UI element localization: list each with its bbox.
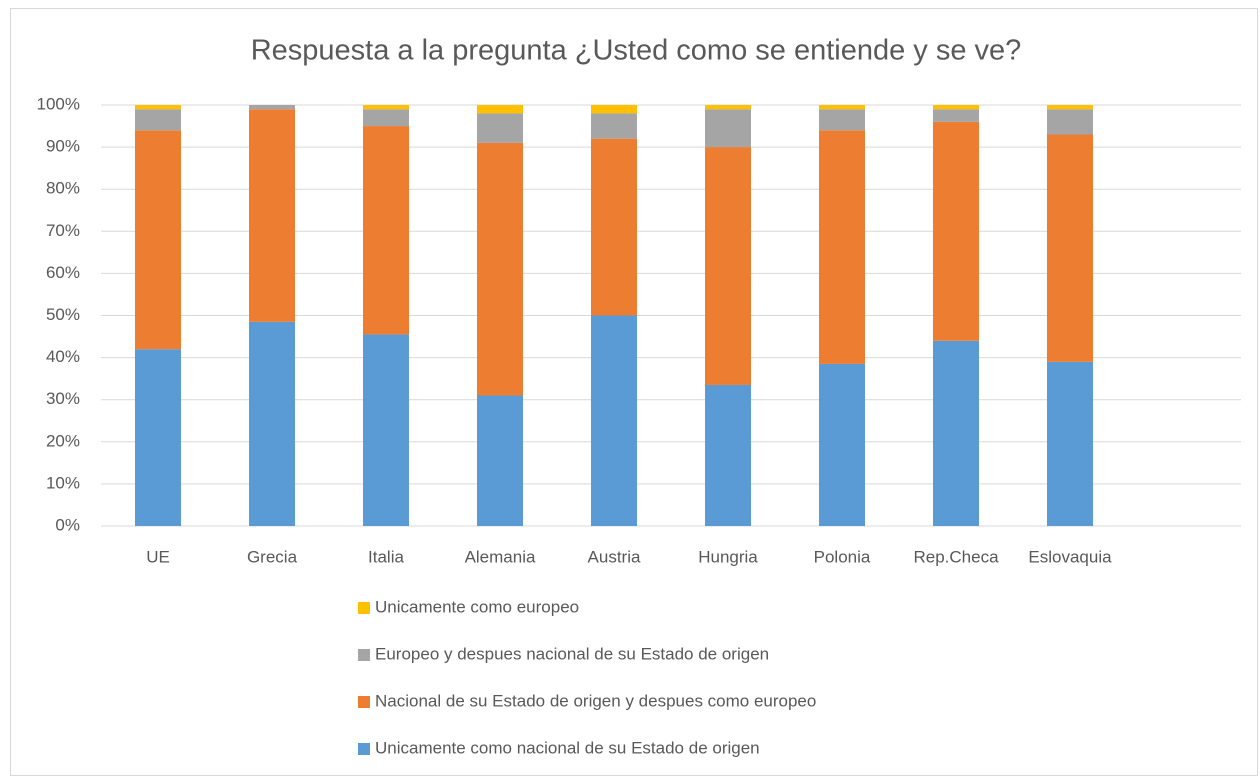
bar-segment <box>135 349 181 526</box>
y-tick-label: 50% <box>46 305 80 324</box>
bar-segment <box>363 105 409 110</box>
bar-segment <box>819 130 865 364</box>
y-tick-label: 70% <box>46 221 80 240</box>
y-tick-label: 20% <box>46 431 80 450</box>
legend-swatch <box>358 602 370 614</box>
bar-segment <box>249 109 295 322</box>
bar-segment <box>591 138 637 316</box>
bar-segment <box>477 395 523 526</box>
bar-segment <box>1047 361 1093 526</box>
chart-title: Respuesta a la pregunta ¿Usted como se e… <box>251 35 1022 67</box>
y-tick-label: 100% <box>37 94 80 113</box>
bar-segment <box>591 315 637 526</box>
bar-segment <box>363 109 409 127</box>
legend-label: Nacional de su Estado de origen y despue… <box>375 691 816 710</box>
legend-swatch <box>358 649 370 661</box>
bar-segment <box>135 105 181 110</box>
bar-segment <box>477 142 523 396</box>
y-tick-label: 30% <box>46 389 80 408</box>
x-tick-label: UE <box>146 547 170 566</box>
bar-segment <box>705 105 751 110</box>
x-tick-label: Polonia <box>814 547 871 566</box>
x-tick-label: Grecia <box>247 547 298 566</box>
bar-segment <box>819 109 865 131</box>
x-tick-label: Eslovaquia <box>1028 547 1112 566</box>
bar-segment <box>363 126 409 335</box>
y-tick-label: 90% <box>46 137 80 156</box>
x-tick-label: Italia <box>368 547 404 566</box>
x-tick-label: Rep.Checa <box>913 547 999 566</box>
x-tick-label: Austria <box>588 547 641 566</box>
legend-label: Unicamente como nacional de su Estado de… <box>375 738 760 757</box>
bar-segment <box>591 105 637 114</box>
bar-segment <box>477 105 523 114</box>
bar-segment <box>591 113 637 139</box>
bar-segment <box>249 105 295 110</box>
legend-label: Europeo y despues nacional de su Estado … <box>375 644 769 663</box>
bar-segment <box>933 109 979 122</box>
bar-segment <box>705 384 751 526</box>
bar-segment <box>1047 105 1093 110</box>
y-tick-label: 80% <box>46 179 80 198</box>
bar-segment <box>819 363 865 526</box>
x-tick-label: Hungria <box>698 547 758 566</box>
bar-segment <box>933 340 979 526</box>
bar-segment <box>249 321 295 526</box>
y-tick-label: 40% <box>46 347 80 366</box>
bar-segment <box>933 121 979 341</box>
y-tick-label: 0% <box>55 515 80 534</box>
bar-segment <box>1047 109 1093 135</box>
bar-segment <box>933 105 979 110</box>
bar-segment <box>819 105 865 110</box>
bar-segment <box>477 113 523 143</box>
bar-segment <box>705 147 751 385</box>
legend-swatch <box>358 743 370 755</box>
bar-segment <box>705 109 751 148</box>
bar-segment <box>363 334 409 526</box>
bar-segment <box>135 130 181 350</box>
bar-segment <box>135 109 181 131</box>
y-tick-label: 10% <box>46 473 80 492</box>
x-tick-label: Alemania <box>465 547 536 566</box>
y-tick-label: 60% <box>46 263 80 282</box>
bar-segment <box>1047 134 1093 362</box>
legend-swatch <box>358 696 370 708</box>
legend-label: Unicamente como europeo <box>375 597 579 616</box>
